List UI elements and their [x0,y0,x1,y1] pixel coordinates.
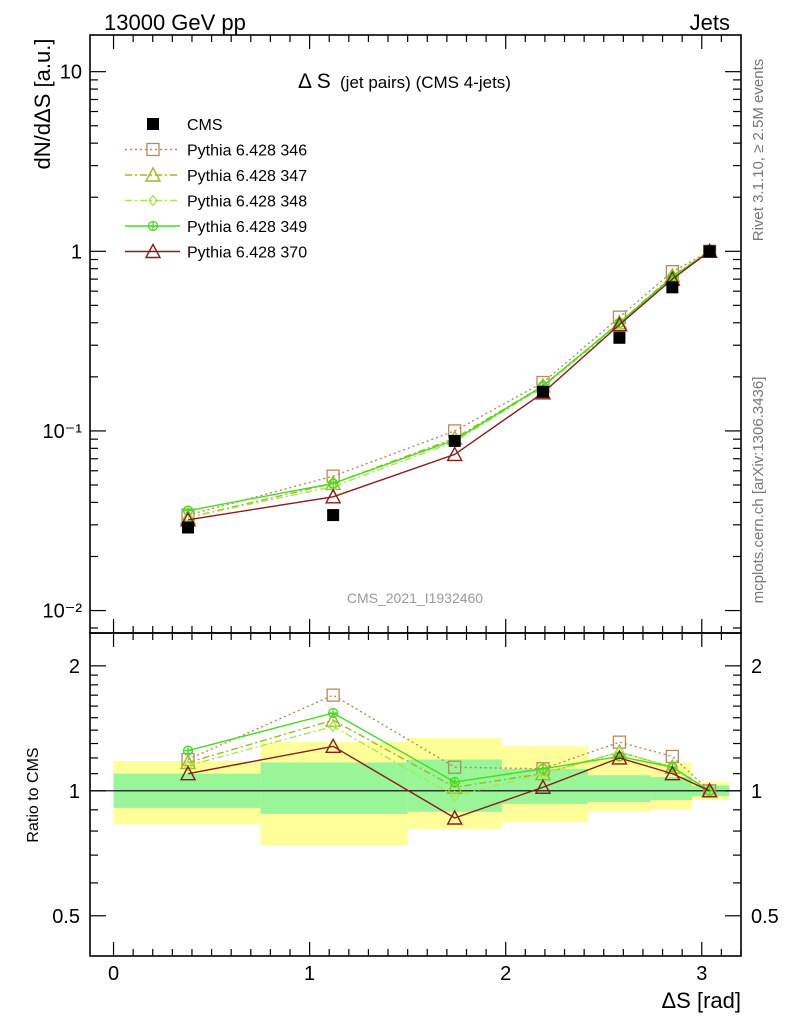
cms-data-point [327,509,340,522]
ratio-plot-frame [89,632,742,957]
ratio-point-5 [324,737,342,754]
ratio-tick-label-right: 1 [751,781,762,803]
x-tick-label: 0 [108,963,119,985]
ratio-tick-label-right: 2 [751,656,762,678]
legend-cms-label: CMS [187,117,223,134]
x-tick-label: 1 [304,963,315,985]
ratio-tick-label-right: 0.5 [751,906,779,928]
ratio-y-axis-label: Ratio to CMS [25,747,42,842]
ratio-point-3 [328,720,338,733]
uncertainty-band-inner [260,762,408,814]
legend: CMS Pythia 6.428 346 Pythia 6.428 347 Pythi… [125,117,307,262]
energy-label: 13000 GeV pp [104,10,246,35]
legend-label: Pythia 6.428 348 [187,194,307,211]
ratio-point-1 [536,762,550,776]
y-tick-label: 10 [60,62,82,84]
x-tick-label: 2 [500,963,511,985]
series-point-3 [328,480,338,493]
y-tick-label: 1 [71,241,82,263]
ratio-point-1 [448,760,462,774]
legend-label: Pythia 6.428 349 [187,219,307,236]
ratio-point-5 [664,765,681,781]
cms-data-point [613,331,626,344]
ratio-line-5 [187,745,710,819]
series-point-5 [611,316,628,332]
ratio-tick-label: 0.5 [52,906,80,928]
cms-data-point [703,245,716,258]
process-label: Jets [690,10,730,35]
x-tick-label: 3 [696,963,707,985]
ratio-tick-label: 1 [69,781,80,803]
series-line-1 [187,250,710,516]
series-point-5 [324,488,342,504]
series-line-4 [187,250,711,512]
cms-data-point [536,385,549,398]
legend-marker [144,243,162,259]
uncertainty-band-inner [650,776,692,801]
legend-label: Pythia 6.428 370 [187,245,307,262]
plot-title-sub: (jet pairs) (CMS 4-jets) [340,73,511,92]
ratio-point-1 [612,735,627,749]
ratio-point-5 [179,765,197,781]
axes-ticks: 0 1 2 3 10 1 10⁻¹ 10⁻² 2 2 1 1 0.5 0.5 [43,35,779,985]
rivet-info: Rivet 3.1.10, ≥ 2.5M events [750,59,767,242]
legend-label: Pythia 6.428 346 [187,143,307,160]
analysis-label: CMS_2021_I1932460 [347,590,483,606]
cms-data-point [666,281,679,294]
ratio-point-2 [446,778,463,794]
x-axis-label: ΔS [rad] [661,988,741,1013]
ratio-point-5 [534,778,552,794]
series-line-2 [187,250,711,519]
y-tick-label: 10⁻¹ [43,421,83,443]
legend-label: Pythia 6.428 347 [187,168,307,185]
ratio-point-3 [183,759,193,772]
y-tick-label: 10⁻² [43,601,83,623]
ratio-tick-label: 2 [69,656,80,678]
y-axis-label: dN/dΔS [a.u.] [30,39,55,170]
legend-cms-marker [147,118,159,130]
plot-title-main: Δ S [298,70,331,93]
legend-marker [144,166,162,182]
legend-marker [148,194,158,207]
cms-data-point [182,521,195,534]
legend-marker [146,142,160,157]
main-plot-content [179,242,718,534]
ratio-point-5 [446,809,463,825]
ratio-plot-content [179,688,718,825]
ratio-uncertainty-bands [90,738,741,846]
ratio-point-1 [326,688,340,702]
ratio-point-5 [611,749,628,765]
ratio-point-2 [179,754,197,770]
series-line-5 [187,250,711,521]
uncertainty-band-inner [588,775,651,802]
ratio-point-5 [701,782,718,798]
series-line-3 [187,250,711,519]
mcplots-info: mcplots.cern.ch [arXiv:1306.3436] [750,377,767,604]
ratio-point-3 [449,790,460,803]
cms-data-point [448,434,461,447]
series-point-5 [446,445,463,462]
